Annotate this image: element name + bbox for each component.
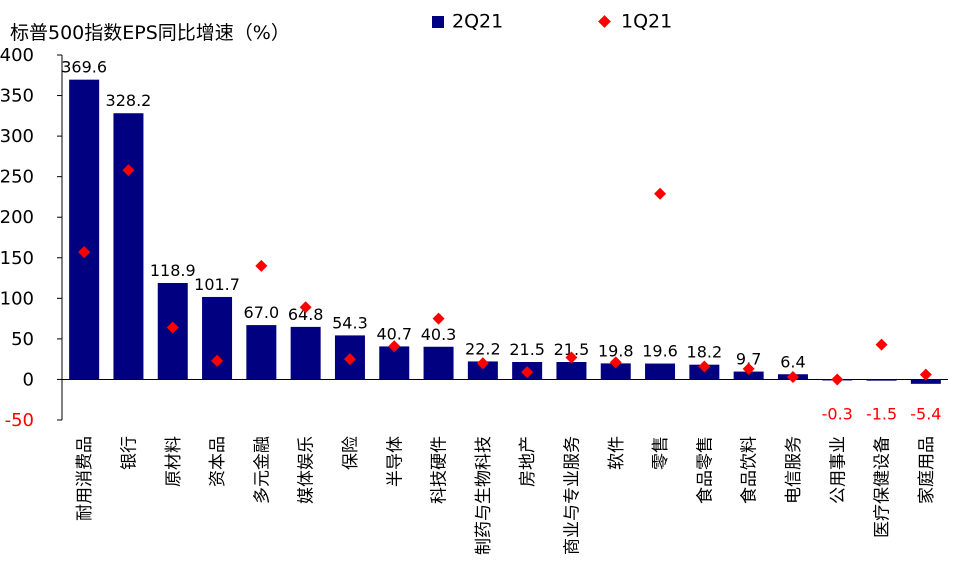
point-1q21 (166, 321, 179, 334)
bar-data-label: 19.8 (598, 341, 634, 360)
bar-data-label: 19.6 (642, 342, 678, 361)
y-tick-label: 400 (0, 45, 34, 66)
x-category-label: 公用事业 (828, 436, 848, 504)
bar-data-label: 67.0 (244, 303, 280, 322)
point-1q21 (919, 368, 932, 381)
y-tick-label: -50 (5, 410, 34, 431)
bar-data-label: 18.2 (687, 343, 723, 362)
x-category-label: 食品饮料 (740, 436, 760, 504)
point-1q21 (698, 360, 711, 373)
bar-data-label: 9.7 (736, 350, 761, 369)
bar (733, 371, 764, 380)
y-tick-label: 350 (0, 86, 34, 107)
x-category-label: 科技硬件 (430, 436, 450, 504)
y-tick-label: 50 (11, 329, 34, 350)
y-tick-label: 150 (0, 248, 34, 269)
x-category-label: 零售 (651, 436, 671, 470)
x-category-label: 媒体娱乐 (297, 436, 317, 504)
bar (423, 346, 454, 380)
bar (113, 113, 144, 380)
bar-data-label: 54.3 (332, 313, 368, 332)
point-1q21 (831, 373, 844, 386)
legend-label-2q21: 2Q21 (452, 10, 504, 33)
bar-data-label: 22.2 (465, 339, 501, 358)
bar-data-label: -5.4 (910, 404, 941, 423)
point-1q21 (654, 187, 667, 200)
bar (600, 363, 631, 380)
bar (467, 361, 498, 380)
x-category-label: 食品零售 (695, 436, 715, 504)
x-category-label: 商业与专业服务 (562, 436, 582, 555)
x-category-label: 多元金融 (252, 436, 272, 504)
point-1q21 (521, 366, 534, 379)
point-1q21 (255, 259, 268, 272)
point-1q21 (432, 312, 445, 325)
bar (69, 79, 100, 380)
y-tick-label: 300 (0, 126, 34, 147)
point-1q21 (875, 338, 888, 351)
x-category-label: 医疗保健设备 (873, 436, 893, 538)
bar-data-label: 328.2 (106, 91, 152, 110)
bar (202, 296, 233, 380)
bar-data-label: 118.9 (150, 261, 196, 280)
chart-title: 标普500指数EPS同比增速（%） (10, 22, 290, 44)
x-category-label: 制药与生物科技 (474, 436, 494, 555)
legend-bar-swatch (432, 15, 444, 28)
bar-data-label: 6.4 (780, 352, 805, 371)
legend-item-2q21: 2Q21 (432, 10, 503, 33)
bar (910, 379, 941, 384)
bar-data-label: 21.5 (509, 340, 545, 359)
y-tick-label: 0 (23, 369, 34, 390)
x-category-label: 保险 (341, 436, 361, 470)
bar (290, 326, 321, 380)
point-1q21 (388, 340, 401, 353)
bar (556, 362, 587, 380)
bar-data-label: 64.8 (288, 305, 324, 324)
bar (645, 363, 676, 380)
bar-data-label: 369.6 (61, 58, 107, 77)
bar-data-label: 21.5 (554, 340, 590, 359)
y-tick-label: 250 (0, 167, 34, 188)
y-tick-label: 200 (0, 207, 34, 228)
x-category-label: 资本品 (208, 436, 228, 487)
point-1q21 (742, 362, 755, 375)
bar (246, 325, 277, 380)
x-category-label: 房地产 (518, 436, 538, 487)
bar-data-label: 101.7 (194, 275, 240, 294)
x-category-label: 半导体 (385, 436, 405, 487)
bar-data-label: 40.3 (421, 325, 457, 344)
point-1q21 (299, 301, 312, 314)
legend-label-1q21: 1Q21 (621, 10, 673, 33)
point-1q21 (476, 357, 489, 370)
point-1q21 (565, 351, 578, 364)
point-1q21 (786, 371, 799, 384)
x-category-label: 电信服务 (784, 436, 804, 504)
bar (866, 379, 897, 381)
bar-data-label: -0.3 (822, 404, 853, 423)
legend-item-1q21: 1Q21 (598, 10, 673, 33)
x-category-label: 软件 (607, 436, 627, 470)
point-1q21 (343, 353, 356, 366)
point-1q21 (609, 356, 622, 369)
x-category-label: 原材料 (164, 436, 184, 487)
x-category-label: 家庭用品 (917, 436, 937, 504)
point-1q21 (211, 354, 224, 367)
y-tick-label: 100 (0, 288, 34, 309)
bar-data-label: -1.5 (866, 404, 897, 423)
point-1q21 (122, 164, 135, 177)
x-category-label: 耐用消费品 (75, 436, 95, 521)
bar-data-label: 40.7 (376, 324, 412, 343)
point-1q21 (78, 246, 91, 259)
x-category-label: 银行 (119, 436, 139, 470)
